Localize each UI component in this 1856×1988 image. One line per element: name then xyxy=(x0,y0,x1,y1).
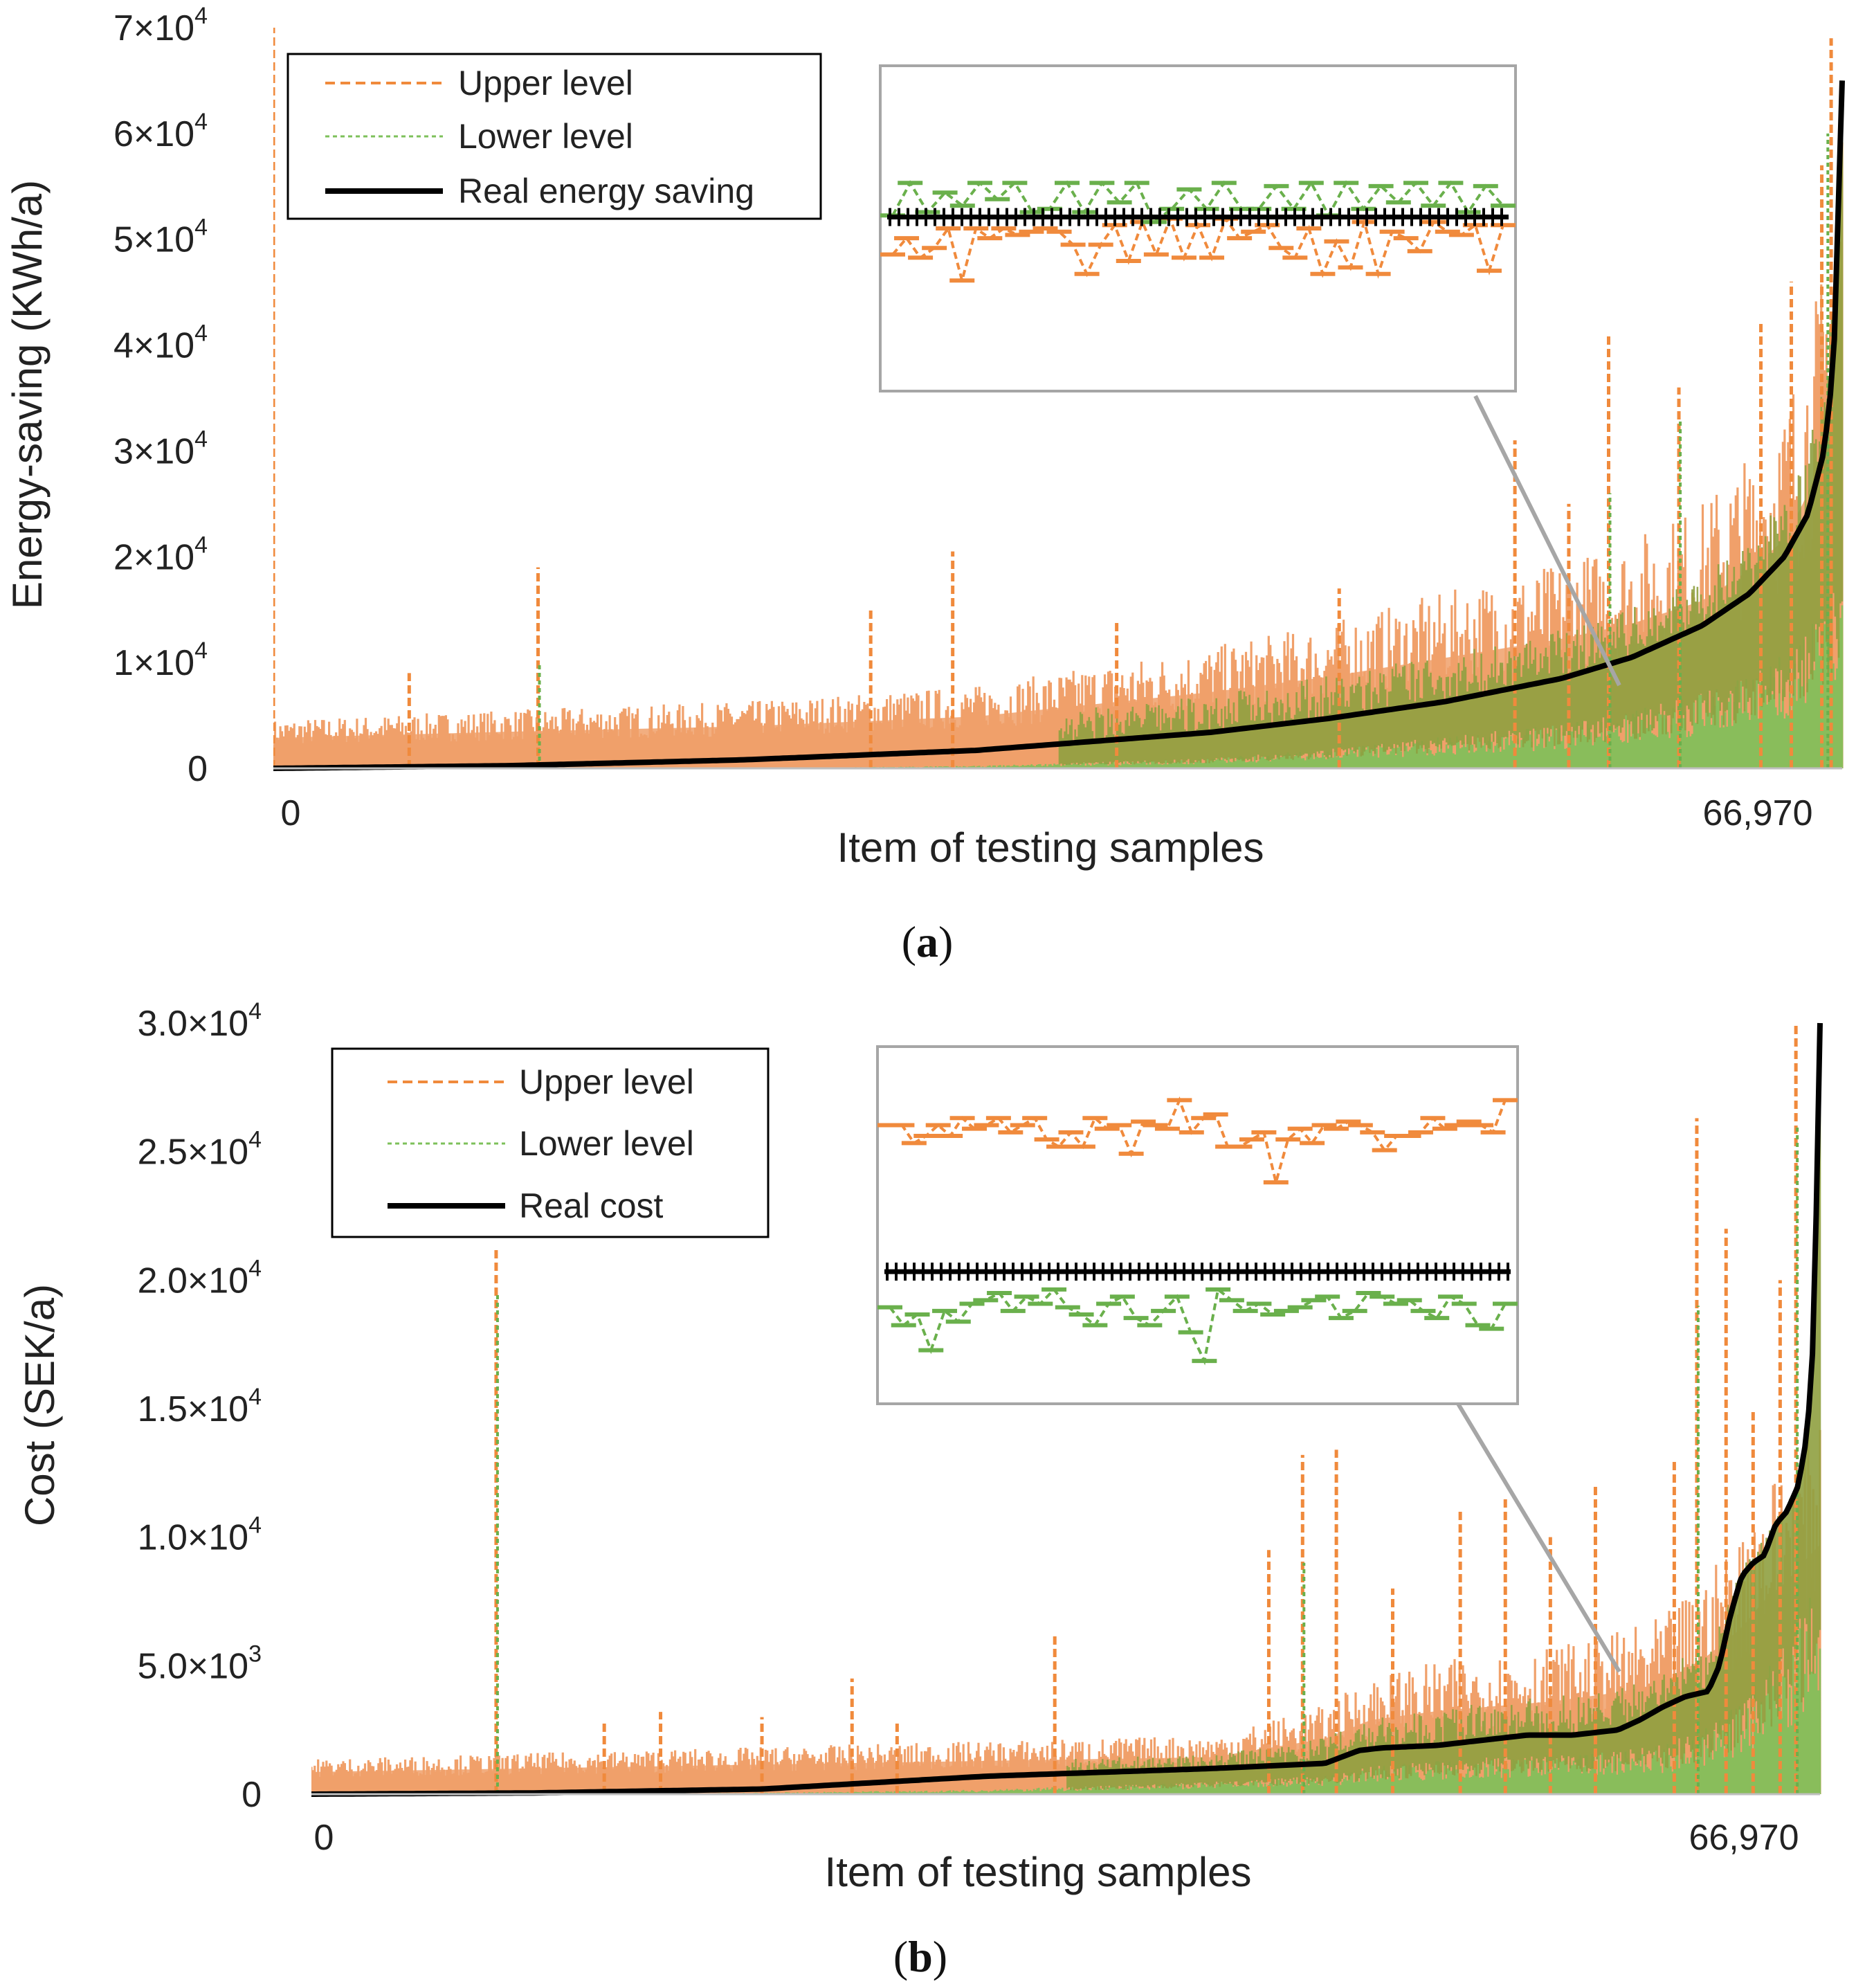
chart-a-y-axis-label: Energy-saving (KWh/a) xyxy=(4,180,51,609)
chart-b-x-axis-label: Item of testing samples xyxy=(825,1849,1252,1895)
y-tick-4: 4×104 xyxy=(113,320,208,366)
chart-panel-b: 0 5.0×103 1.0×104 1.5×104 2.0×104 2.5×104 3.0×… xyxy=(17,998,1823,1981)
y-tick-6: 6×104 xyxy=(113,109,208,154)
chart-b-real-cost-line xyxy=(311,1022,1823,1797)
legend-b-real-label: Real cost xyxy=(519,1186,664,1225)
chart-a-x-tick-0: 0 xyxy=(281,793,301,833)
chart-b-legend: Upper level Lower level Real cost xyxy=(331,1047,770,1238)
chart-b-spikes xyxy=(494,1023,1799,1794)
chart-a-x-axis-label: Item of testing samples xyxy=(837,824,1264,871)
y-tick-0: 0 xyxy=(242,1775,262,1815)
chart-a-legend: Upper level Lower level Real energy savi… xyxy=(286,53,822,220)
caption-a: (a) xyxy=(902,917,954,966)
upper-level-area xyxy=(311,1544,1820,1794)
legend-a-lower-label: Lower level xyxy=(458,117,633,156)
y-tick-2: 1.0×104 xyxy=(138,1512,262,1558)
caption-b: (b) xyxy=(893,1932,947,1981)
chart-a-real-energy-saving-line xyxy=(273,80,1845,771)
chart-a-y-tick-labels: 0 1×104 2×104 3×104 4×104 5×104 6×104 7×104 xyxy=(113,3,208,789)
y-tick-3: 1.5×104 xyxy=(138,1384,262,1429)
legend-b-upper-label: Upper level xyxy=(519,1063,694,1101)
chart-a-x-tick-max: 66,970 xyxy=(1702,793,1812,833)
chart-a-inset-connector xyxy=(1473,395,1621,687)
chart-b-y-axis-label: Cost (SEK/a) xyxy=(17,1284,63,1526)
y-tick-4: 2.0×104 xyxy=(138,1255,262,1301)
chart-a-inset-series xyxy=(880,180,1516,286)
y-tick-2: 2×104 xyxy=(113,532,208,577)
chart-b-x-tick-max: 66,970 xyxy=(1689,1818,1799,1858)
chart-a-zoom-inset xyxy=(879,64,1621,687)
y-tick-6: 3.0×104 xyxy=(138,998,262,1044)
legend-a-real-label: Real energy saving xyxy=(458,172,754,210)
y-tick-1: 5.0×103 xyxy=(138,1641,262,1686)
legend-b-lower-label: Lower level xyxy=(519,1124,694,1163)
y-tick-5: 5×104 xyxy=(113,215,208,260)
chart-b-zoom-inset xyxy=(876,1045,1621,1673)
y-tick-7: 7×104 xyxy=(113,3,208,48)
chart-b-bands xyxy=(311,1023,1821,1794)
inset-upper-line xyxy=(890,1096,1507,1189)
chart-b-inset-connector xyxy=(1456,1402,1621,1673)
chart-panel-a: 0 1×104 2×104 3×104 4×104 5×104 6×104 7×104 0 6… xyxy=(4,3,1845,966)
chart-b-inset-series xyxy=(877,1096,1518,1366)
y-tick-5: 2.5×104 xyxy=(138,1127,262,1173)
chart-b-y-tick-labels: 0 5.0×103 1.0×104 1.5×104 2.0×104 2.5×104 3.0×… xyxy=(138,998,262,1815)
y-tick-0: 0 xyxy=(188,749,208,789)
y-tick-3: 3×104 xyxy=(113,426,208,471)
legend-a-upper-label: Upper level xyxy=(458,64,633,102)
inset-lower-line xyxy=(891,180,1504,224)
y-tick-1: 1×104 xyxy=(113,638,208,683)
chart-b-x-tick-0: 0 xyxy=(314,1818,334,1858)
